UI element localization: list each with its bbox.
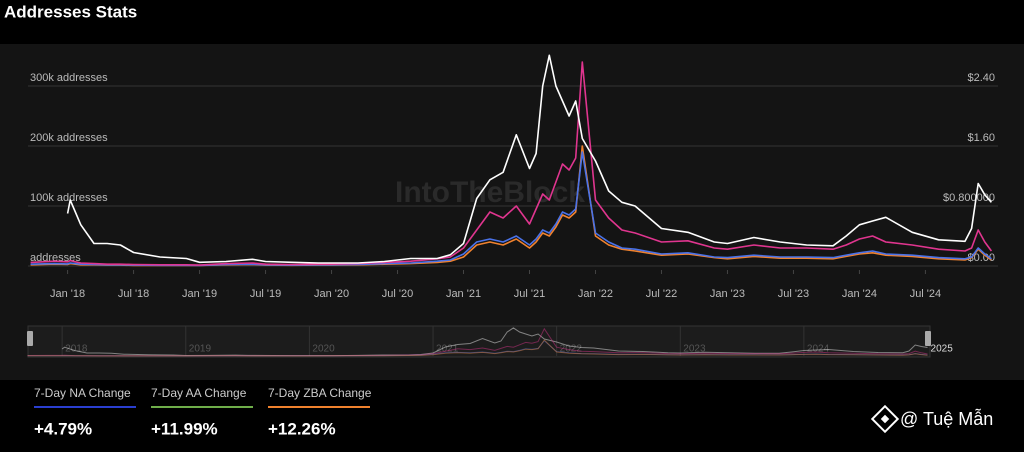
x-tick-label: Jan '23 [710, 288, 745, 300]
stat-value: +11.99% [151, 419, 218, 438]
nav-tick-label: 2020 [312, 344, 335, 355]
page-title: Addresses Stats [4, 2, 137, 21]
x-tick-label: Jan '24 [842, 288, 877, 300]
y-tick-label: 100k addresses [30, 192, 108, 204]
nav-tick-label: 2018 [65, 344, 88, 355]
stat-value: +12.26% [268, 419, 336, 438]
nav-line [27, 340, 928, 357]
nav-line [27, 339, 928, 357]
watermark: IntoTheBlock [395, 176, 585, 209]
x-tick-label: Jul '24 [910, 288, 941, 300]
nav-line [27, 327, 928, 357]
x-tick-label: Jan '20 [314, 288, 349, 300]
series-line [30, 61, 993, 266]
x-tick-label: Jul '21 [514, 288, 545, 300]
nav-line [61, 327, 928, 357]
y2-tick-label: $2.40 [967, 72, 995, 84]
stat-label: 7-Day AA Change [151, 386, 247, 400]
x-tick-label: Jul '19 [250, 288, 281, 300]
credit: @ Tuệ Mẫn [900, 408, 993, 429]
x-tick-label: Jul '18 [118, 288, 149, 300]
series-line [66, 54, 993, 264]
nav-tick-label: 2022 [560, 344, 583, 355]
nav-handle[interactable] [27, 331, 33, 346]
chart-panel [0, 44, 1024, 380]
y-tick-label: 300k addresses [30, 72, 108, 84]
x-tick-label: Jan '21 [446, 288, 481, 300]
y2-tick-label: $1.60 [967, 132, 995, 144]
x-tick-label: Jan '18 [50, 288, 85, 300]
stat-value: +4.79% [34, 419, 92, 438]
nav-tick-label: 2023 [683, 344, 706, 355]
x-tick-label: Jan '19 [182, 288, 217, 300]
stat-label: 7-Day ZBA Change [268, 386, 372, 400]
x-tick-label: Jan '22 [578, 288, 613, 300]
y2-tick-label: $0.800000 [943, 192, 995, 204]
stat-label: 7-Day NA Change [34, 386, 131, 400]
nav-tick-label: 2025 [931, 344, 954, 355]
x-tick-label: Jul '20 [382, 288, 413, 300]
x-tick-label: Jul '22 [646, 288, 677, 300]
nav-handle[interactable] [925, 331, 931, 346]
nav-tick-label: 2019 [189, 344, 212, 355]
y-tick-label: 200k addresses [30, 132, 108, 144]
nav-tick-label: 2021 [436, 344, 459, 355]
x-tick-label: Jul '23 [778, 288, 809, 300]
nav-tick-label: 2024 [807, 344, 830, 355]
